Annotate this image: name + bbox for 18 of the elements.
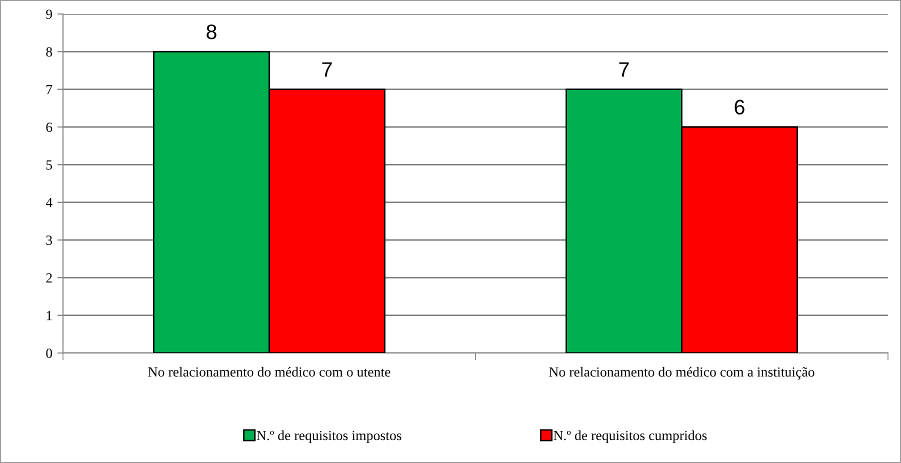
y-tick-label: 6: [46, 122, 52, 132]
legend-label: N.º de requisitos cumpridos: [554, 430, 707, 444]
y-tick-label: 0: [46, 348, 52, 358]
x-tick-label: No relacionamento do médico com a instituição: [549, 366, 814, 380]
y-tick-label: 8: [46, 47, 52, 57]
data-label: 6: [734, 100, 744, 115]
y-tick-label: 1: [46, 310, 52, 320]
y-tick-label: 7: [46, 85, 52, 94]
data-label: 7: [322, 62, 332, 77]
data-label: 8: [206, 24, 216, 40]
legend-label: N.º de requisitos impostos: [256, 430, 402, 444]
data-label: 7: [619, 62, 629, 77]
y-tick-label: 2: [46, 273, 52, 282]
y-tick-label: 9: [46, 10, 52, 19]
y-tick-label: 5: [46, 160, 52, 170]
y-tick-label: 4: [46, 198, 52, 208]
y-tick-label: 3: [46, 236, 52, 245]
x-tick-label: No relacionamento do médico com o utente: [148, 366, 390, 377]
